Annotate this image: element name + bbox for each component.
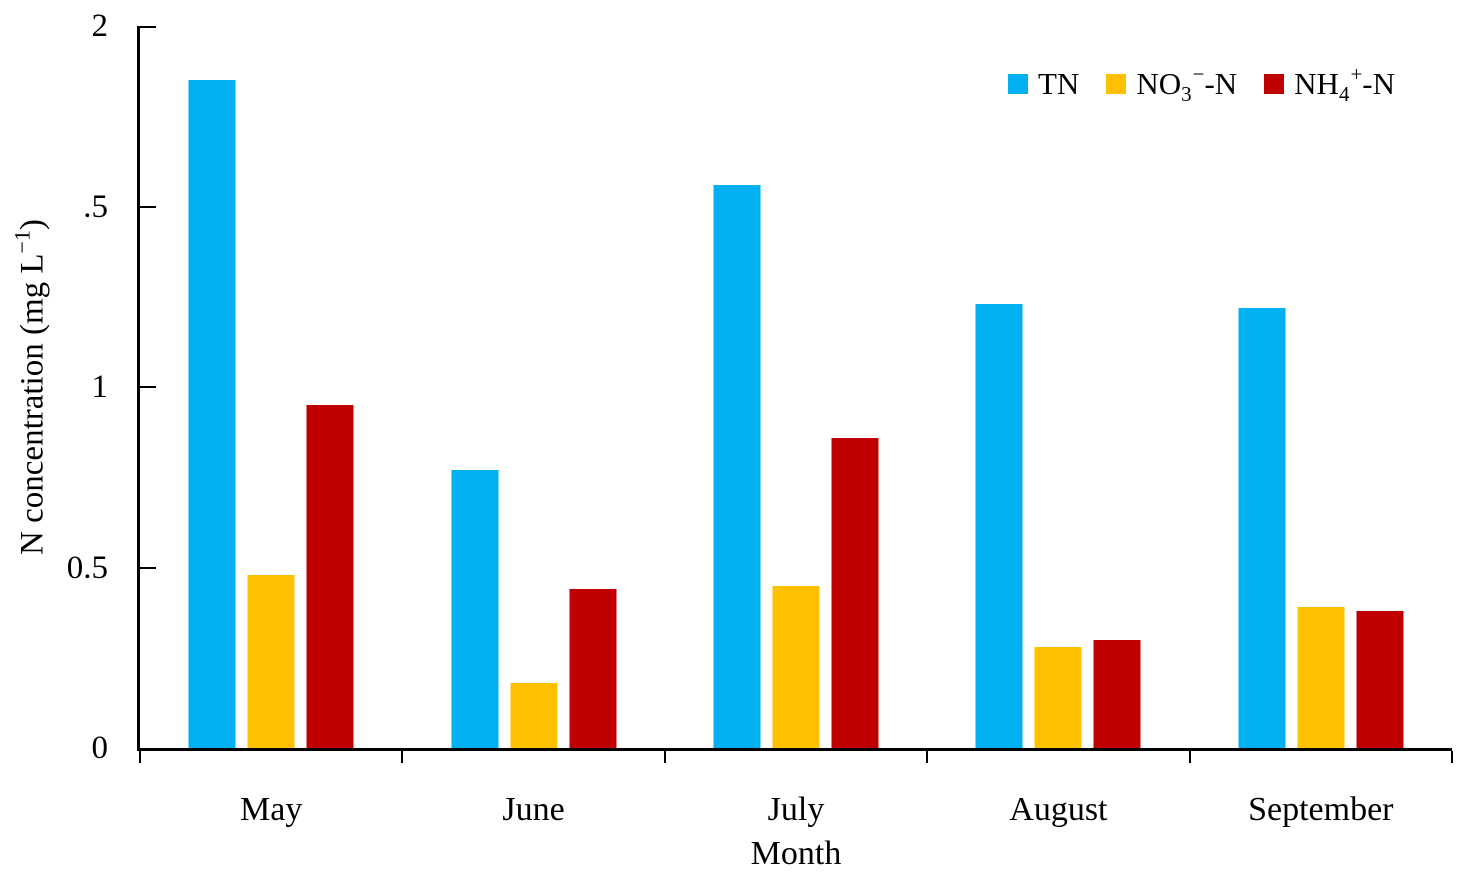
y-tick-mark — [140, 26, 156, 28]
y-tick-label: 2 — [91, 8, 109, 44]
bar-nh4-n-june — [569, 589, 617, 748]
y-tick-mark — [140, 205, 156, 208]
y-axis-title-superscript: −1 — [9, 230, 35, 254]
y-tick-label: 0.5 — [66, 549, 108, 586]
bar-group-may — [188, 80, 354, 748]
legend: TN NO3−-N NH4+-N — [1008, 62, 1396, 106]
x-tick-label-september: September — [1248, 791, 1394, 828]
bar-no3-n-august — [1034, 647, 1082, 748]
legend-label-no3-n: NO3−-N — [1136, 62, 1238, 106]
bar-tn-june — [451, 470, 499, 748]
bar-nh4-n-august — [1093, 640, 1141, 748]
legend-swatch-tn — [1008, 74, 1028, 94]
legend-item-no3-n: NO3−-N — [1106, 62, 1238, 106]
y-tick-mark — [140, 566, 156, 569]
bar-no3-n-may — [247, 575, 295, 748]
bar-group-july — [713, 185, 879, 748]
legend-label-tn: TN — [1038, 66, 1080, 101]
y-tick-label: 1 — [91, 369, 109, 405]
bar-tn-september — [1238, 308, 1286, 748]
bar-group-august — [975, 304, 1141, 748]
bar-no3-n-june — [510, 683, 558, 748]
legend-item-nh4-n: NH4+-N — [1264, 62, 1396, 106]
y-tick-label: .5 — [83, 188, 108, 225]
legend-label-nh4-n: NH4+-N — [1294, 62, 1396, 106]
x-tick-label-june: June — [502, 791, 565, 828]
y-tick-label: 0 — [91, 730, 109, 766]
bar-group-september — [1238, 308, 1404, 748]
x-tick-mark — [926, 751, 929, 763]
x-tick-mark — [401, 751, 404, 763]
bar-nh4-n-may — [306, 405, 354, 748]
legend-swatch-nh4-n — [1264, 74, 1285, 94]
y-axis-line — [137, 26, 140, 751]
bar-nh4-n-july — [831, 438, 879, 748]
y-axis-title-close: ) — [14, 219, 51, 231]
x-tick-mark — [1188, 751, 1191, 763]
x-tick-mark — [1451, 751, 1453, 763]
x-tick-label-july: July — [767, 791, 825, 828]
bar-tn-may — [188, 80, 236, 748]
bar-nh4-n-september — [1356, 611, 1404, 748]
bar-no3-n-july — [772, 586, 820, 748]
legend-item-tn: TN — [1008, 64, 1079, 104]
plot-area: 0 0.5 1 .5 2 May June July August September Mont… — [67, 8, 1453, 872]
x-tick-label-may: May — [240, 791, 303, 828]
y-axis-title-text: N concentration (mg L — [14, 253, 51, 555]
bar-no3-n-september — [1297, 607, 1345, 748]
x-axis-line — [137, 748, 1452, 751]
bar-tn-july — [713, 185, 761, 748]
x-tick-mark — [663, 751, 666, 763]
bar-tn-august — [975, 304, 1023, 748]
bar-group-june — [451, 470, 617, 748]
x-tick-mark — [139, 751, 141, 763]
y-tick-mark — [140, 386, 156, 388]
x-tick-label-august: August — [1009, 791, 1108, 828]
legend-swatch-no3-n — [1106, 74, 1127, 94]
x-axis-title: Month — [750, 835, 842, 872]
y-axis-title: N concentration (mg L−1) — [10, 219, 52, 555]
